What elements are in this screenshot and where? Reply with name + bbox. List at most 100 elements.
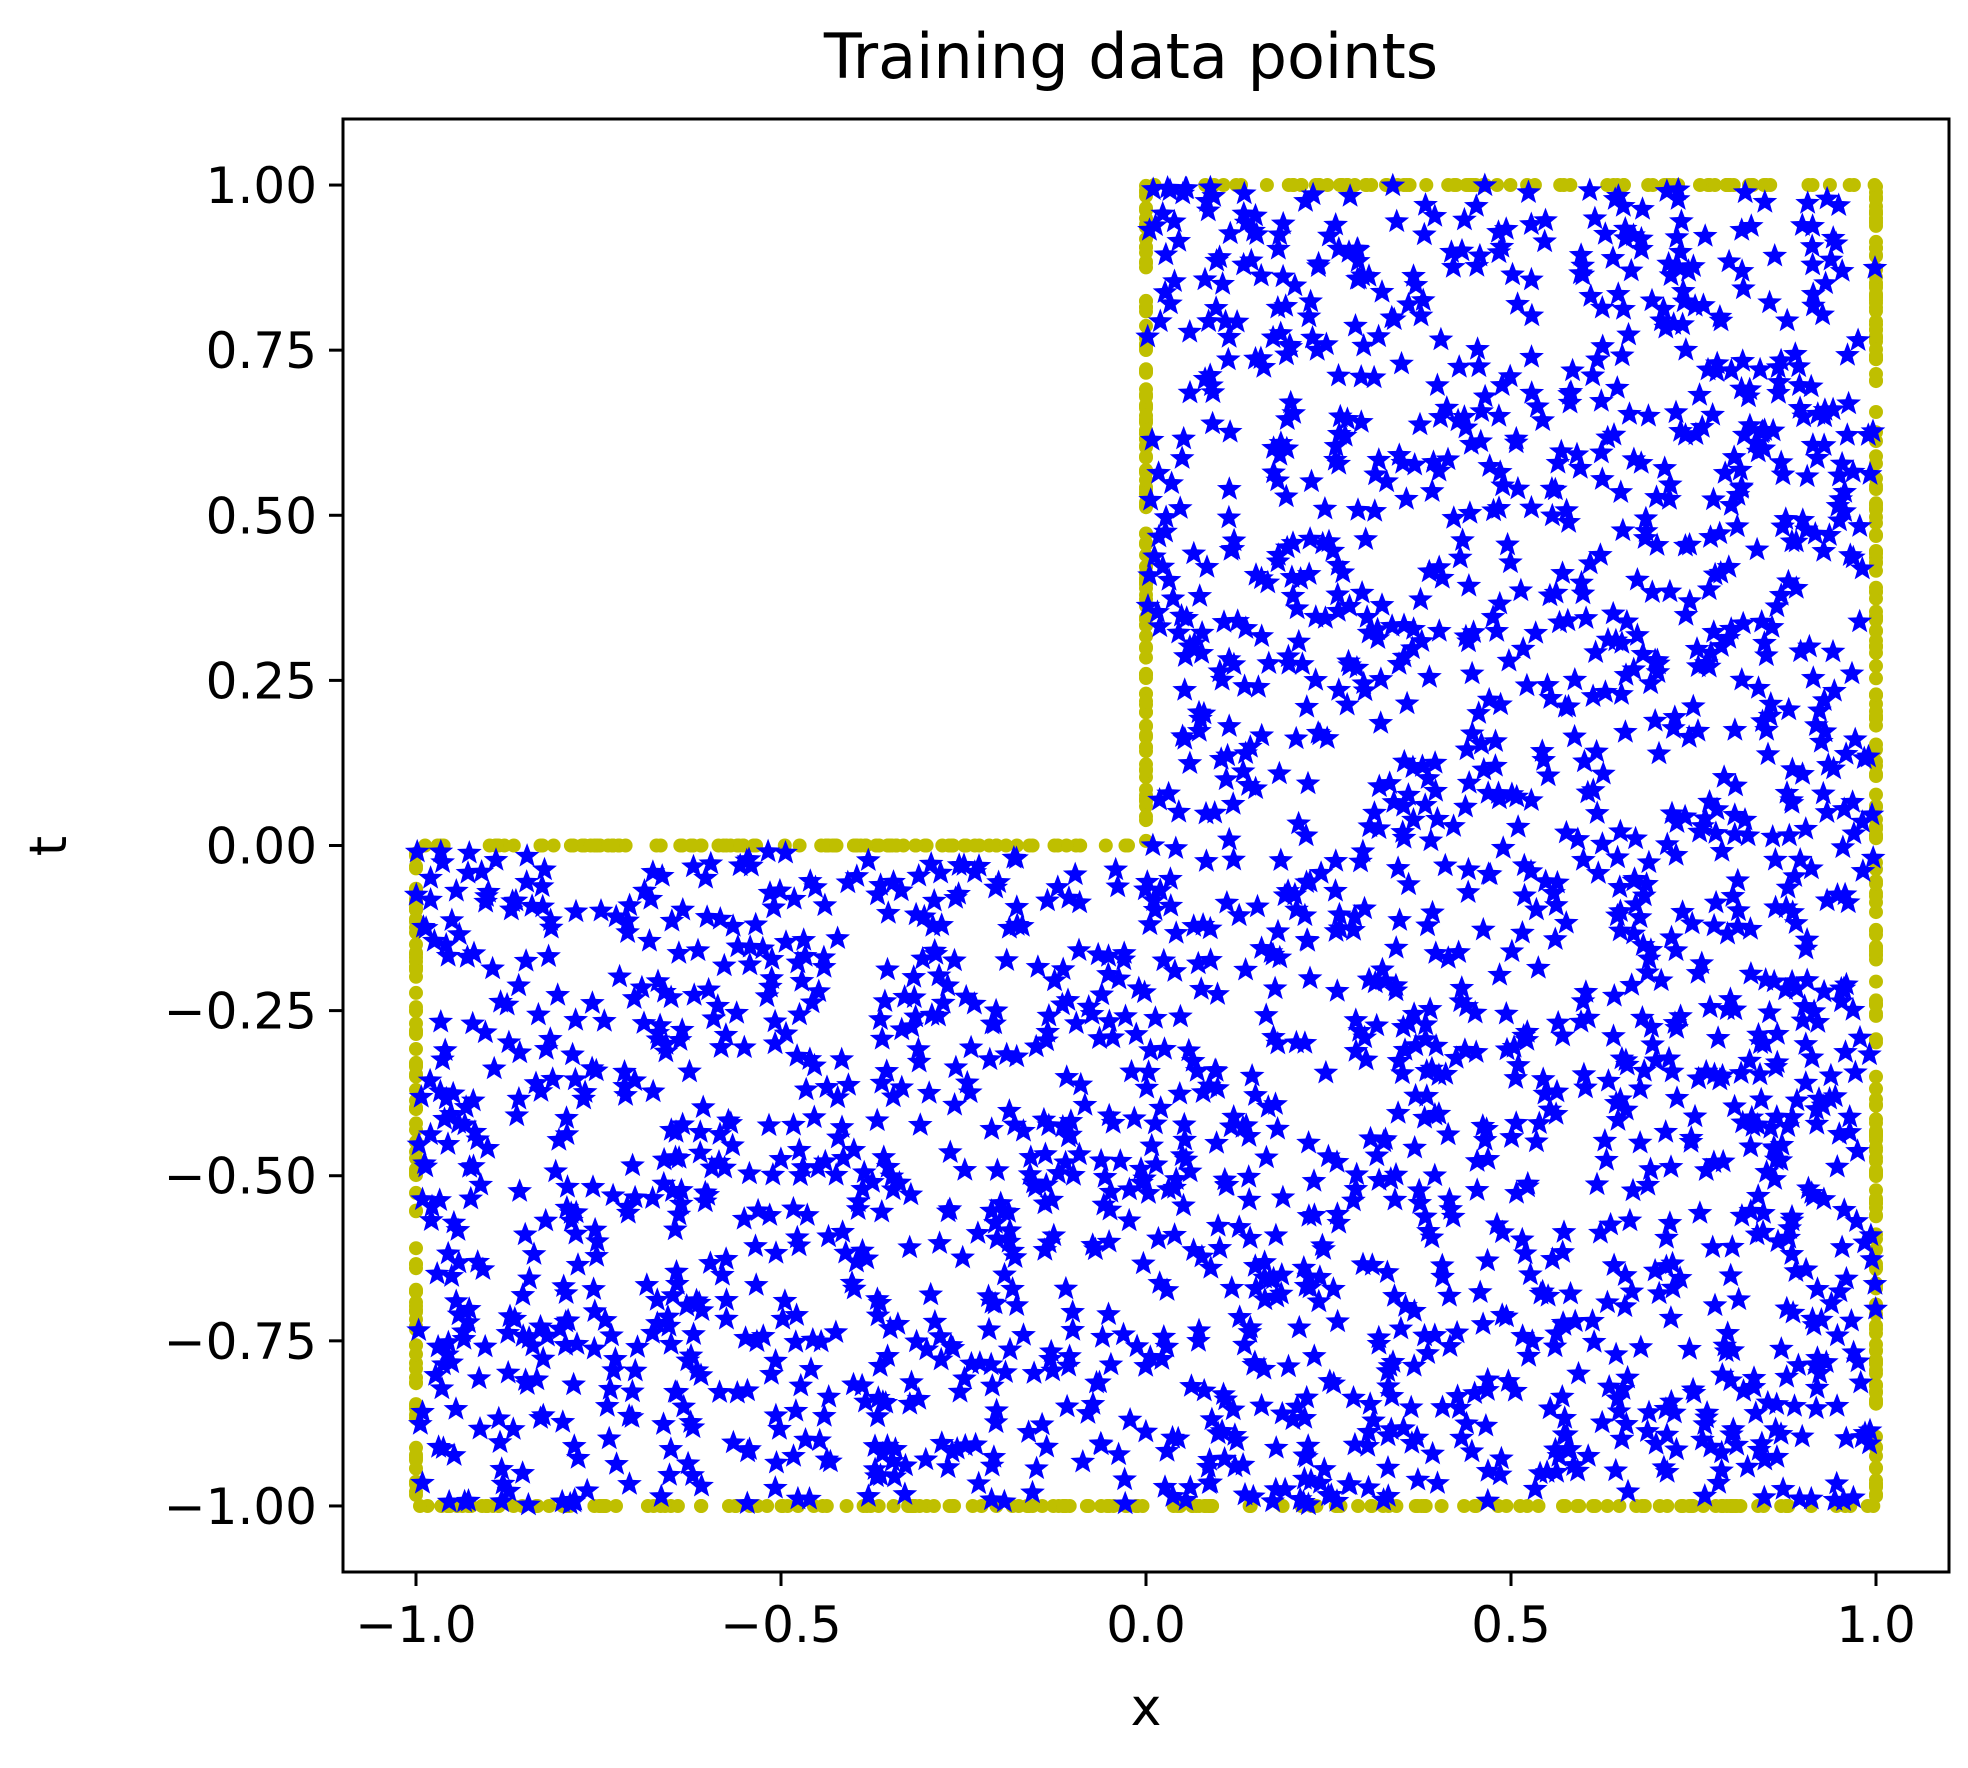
interior-point — [952, 1365, 977, 1390]
interior-point — [1529, 738, 1555, 762]
interior-point — [1084, 1369, 1109, 1394]
interior-point — [1719, 1421, 1744, 1446]
interior-point — [1729, 258, 1755, 282]
interior-point — [725, 933, 751, 958]
boundary-point — [1869, 234, 1883, 249]
boundary-point — [946, 838, 961, 853]
boundary-point — [1399, 178, 1414, 192]
interior-point — [1226, 902, 1252, 927]
boundary-point — [1572, 1499, 1587, 1513]
interior-point — [1056, 885, 1082, 909]
interior-point — [737, 1160, 762, 1185]
interior-point — [1812, 718, 1838, 743]
interior-point — [1657, 471, 1683, 496]
interior-point — [436, 1329, 461, 1354]
interior-point — [1489, 372, 1515, 396]
interior-point — [1239, 1063, 1265, 1087]
interior-point — [620, 1378, 645, 1403]
interior-point — [1486, 495, 1512, 519]
interior-point — [797, 1486, 822, 1510]
interior-point — [621, 985, 647, 1009]
interior-point — [1776, 1225, 1802, 1249]
interior-point — [1651, 1454, 1677, 1479]
interior-point — [1605, 844, 1630, 869]
interior-point — [977, 1046, 1003, 1071]
boundary-point — [1869, 580, 1883, 595]
interior-point — [1422, 1102, 1448, 1126]
interior-point — [1639, 287, 1665, 312]
interior-point — [767, 1416, 792, 1440]
interior-point — [1706, 1470, 1731, 1494]
interior-point — [1606, 1398, 1632, 1423]
boundary-point — [409, 985, 423, 1000]
boundary-point — [780, 1499, 795, 1513]
interior-point — [1384, 208, 1410, 233]
interior-point — [418, 1121, 443, 1146]
interior-point — [1185, 950, 1211, 975]
interior-point — [439, 907, 465, 931]
interior-point — [714, 1306, 739, 1330]
interior-point — [1779, 968, 1805, 993]
boundary-point — [1869, 323, 1883, 338]
interior-point — [456, 1296, 482, 1320]
boundary-point — [1285, 178, 1300, 192]
interior-point — [1463, 1039, 1489, 1063]
interior-point — [1702, 561, 1728, 586]
interior-point — [793, 1427, 818, 1451]
interior-point — [1060, 1317, 1086, 1341]
boundary-point — [1869, 1006, 1883, 1021]
interior-point — [1067, 1141, 1092, 1166]
interior-point — [1325, 1201, 1350, 1225]
interior-point — [979, 1116, 1004, 1140]
interior-point — [1722, 821, 1748, 846]
interior-point — [1532, 228, 1557, 253]
interior-point — [1635, 1418, 1660, 1442]
interior-point — [1292, 1405, 1318, 1429]
interior-point — [693, 865, 718, 889]
interior-point — [455, 860, 481, 884]
interior-point — [976, 1316, 1002, 1341]
interior-point — [427, 1187, 452, 1211]
interior-point — [686, 1290, 712, 1314]
interior-point — [1793, 936, 1819, 960]
interior-point — [1792, 993, 1817, 1017]
interior-point — [1033, 1141, 1058, 1165]
interior-point — [435, 943, 461, 967]
interior-point — [435, 1240, 461, 1265]
interior-point — [460, 1087, 486, 1112]
interior-point — [1096, 1102, 1122, 1127]
interior-point — [1325, 581, 1351, 606]
interior-point — [1337, 183, 1363, 207]
interior-point — [935, 1198, 961, 1223]
interior-point — [1001, 845, 1027, 869]
interior-point — [512, 1221, 538, 1246]
interior-point — [1550, 1022, 1576, 1047]
interior-point — [403, 882, 429, 906]
interior-point — [434, 1341, 460, 1366]
interior-point — [1323, 447, 1348, 471]
interior-point — [1024, 1455, 1049, 1480]
interior-point — [1544, 1078, 1570, 1103]
interior-point — [1545, 450, 1571, 474]
interior-point — [1841, 820, 1867, 845]
boundary-point — [1139, 629, 1153, 644]
interior-point — [1357, 1391, 1383, 1415]
interior-point — [1743, 1400, 1769, 1424]
interior-point — [1096, 1229, 1122, 1253]
interior-point — [1192, 266, 1218, 291]
interior-point — [1367, 773, 1392, 798]
interior-point — [1783, 575, 1809, 599]
boundary-point — [1139, 293, 1153, 308]
y-tick-label: −0.25 — [164, 983, 317, 1041]
interior-point — [1267, 760, 1292, 785]
interior-point — [1323, 878, 1348, 902]
interior-point — [1119, 1058, 1144, 1083]
interior-point — [451, 1318, 476, 1343]
interior-point — [640, 859, 666, 883]
interior-point — [1415, 1340, 1440, 1364]
interior-point — [1509, 1226, 1535, 1251]
interior-point — [1668, 418, 1693, 442]
interior-point — [1062, 861, 1088, 886]
boundary-point — [1869, 544, 1883, 558]
interior-point — [836, 1072, 861, 1096]
